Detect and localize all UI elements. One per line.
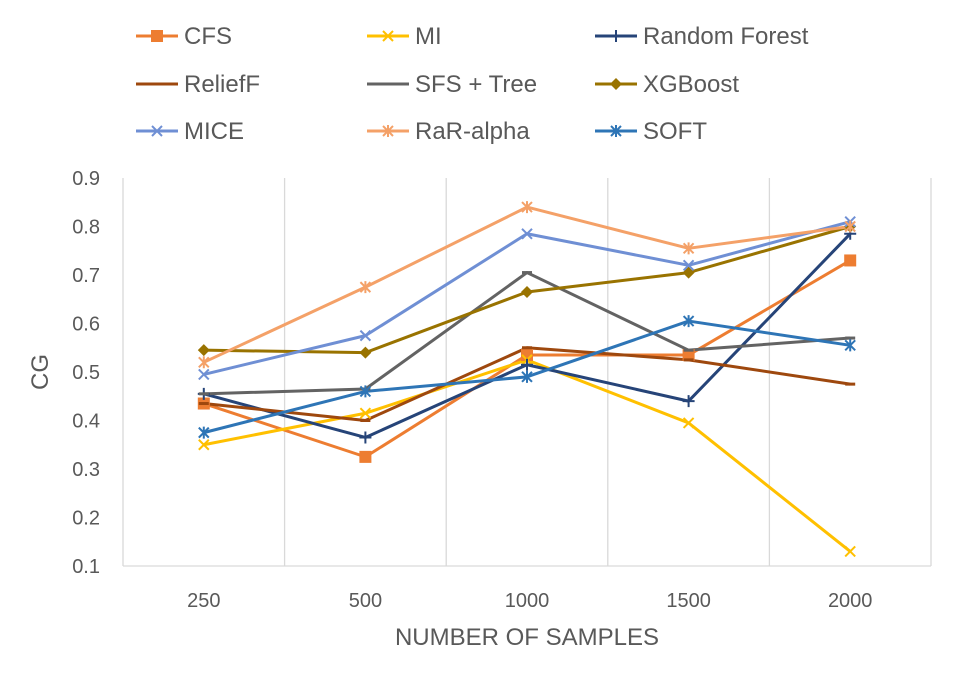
data-point <box>359 346 372 359</box>
data-point <box>682 315 695 328</box>
y-axis-label: CG <box>27 354 54 390</box>
data-point <box>682 417 695 429</box>
y-axis-ticks: 0.1 0.2 0.3 0.4 0.5 0.6 0.7 0.8 0.9 <box>72 168 100 578</box>
series-markers <box>197 201 857 558</box>
data-point <box>359 329 372 342</box>
data-point <box>610 125 622 137</box>
legend-label: ReliefF <box>184 71 260 98</box>
x-axis-label: NUMBER OF SAMPLES <box>395 624 659 651</box>
x-tick-label: 1000 <box>505 590 550 612</box>
y-tick-label: 0.3 <box>72 459 100 481</box>
y-tick-label: 0.5 <box>72 362 100 384</box>
legend-item: SFS + Tree <box>367 71 537 98</box>
legend-item: XGBoost <box>595 71 739 98</box>
legend-label: RaR-alpha <box>415 118 530 145</box>
data-point <box>197 344 210 357</box>
x-tick-label: 2000 <box>828 590 873 612</box>
data-point <box>382 30 394 42</box>
legend-label: CFS <box>184 23 232 50</box>
data-point <box>844 220 856 233</box>
data-point <box>359 385 372 398</box>
legend-label: SFS + Tree <box>415 71 537 98</box>
data-point <box>151 30 163 42</box>
y-tick-label: 0.6 <box>72 314 100 336</box>
data-point <box>359 407 372 419</box>
legend-item: ReliefF <box>136 71 260 98</box>
x-tick-label: 500 <box>349 590 382 612</box>
data-point <box>359 281 372 294</box>
data-point <box>610 30 622 42</box>
legend-item: Random Forest <box>595 23 809 50</box>
y-tick-label: 0.7 <box>72 265 100 287</box>
data-point <box>521 201 533 214</box>
data-point <box>844 339 856 352</box>
legend-item: CFS <box>136 23 232 50</box>
data-point <box>521 228 533 240</box>
data-point <box>521 285 533 298</box>
data-point <box>198 356 210 369</box>
data-point <box>359 450 372 463</box>
x-axis-ticks: 250 500 1000 1500 2000 <box>187 590 872 612</box>
y-tick-label: 0.9 <box>72 168 100 190</box>
data-point <box>359 431 372 444</box>
data-point <box>382 125 394 137</box>
data-point <box>844 545 856 558</box>
legend-label: MICE <box>184 118 244 145</box>
legend-label: Random Forest <box>643 23 809 50</box>
legend-item: RaR-alpha <box>367 118 530 145</box>
series-line <box>203 358 852 553</box>
data-point <box>151 125 163 137</box>
legend-item: MICE <box>136 118 244 145</box>
y-tick-label: 0.1 <box>72 556 100 578</box>
data-point <box>682 242 695 255</box>
data-point <box>610 78 622 90</box>
legend-label: MI <box>415 23 442 50</box>
data-point <box>682 259 695 272</box>
series-line <box>203 205 851 364</box>
x-tick-label: 250 <box>187 590 220 612</box>
data-point <box>844 254 857 267</box>
legend-label: XGBoost <box>643 71 739 98</box>
legend-item: SOFT <box>595 118 707 145</box>
data-point <box>521 358 533 371</box>
legend-label: SOFT <box>643 118 707 145</box>
x-tick-label: 1500 <box>666 590 711 612</box>
data-point <box>682 395 695 408</box>
legend: CFS MI Random Forest ReliefF SFS + Tree XGBoo… <box>136 23 809 145</box>
y-tick-label: 0.4 <box>72 411 100 433</box>
y-tick-label: 0.2 <box>72 508 100 530</box>
data-point <box>198 368 210 381</box>
data-point <box>198 439 210 451</box>
data-point <box>521 370 533 383</box>
data-point <box>682 349 695 362</box>
data-point <box>198 426 210 439</box>
y-tick-label: 0.8 <box>72 217 100 239</box>
legend-item: MI <box>367 23 442 50</box>
